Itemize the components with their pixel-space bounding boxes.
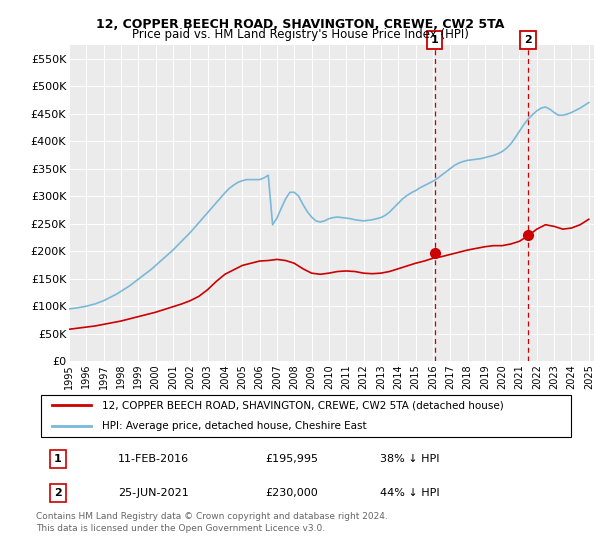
Text: 1: 1 [54, 454, 62, 464]
Text: HPI: Average price, detached house, Cheshire East: HPI: Average price, detached house, Ches… [101, 421, 366, 431]
Text: 11-FEB-2016: 11-FEB-2016 [118, 454, 189, 464]
FancyBboxPatch shape [41, 395, 571, 437]
Text: Contains HM Land Registry data © Crown copyright and database right 2024.
This d: Contains HM Land Registry data © Crown c… [36, 512, 388, 533]
Text: 44% ↓ HPI: 44% ↓ HPI [380, 488, 440, 498]
Text: 12, COPPER BEECH ROAD, SHAVINGTON, CREWE, CW2 5TA: 12, COPPER BEECH ROAD, SHAVINGTON, CREWE… [96, 18, 504, 31]
Text: 2: 2 [524, 35, 532, 45]
Text: £195,995: £195,995 [265, 454, 319, 464]
Text: 2: 2 [54, 488, 62, 498]
Text: 25-JUN-2021: 25-JUN-2021 [118, 488, 188, 498]
Text: £230,000: £230,000 [265, 488, 318, 498]
Text: Price paid vs. HM Land Registry's House Price Index (HPI): Price paid vs. HM Land Registry's House … [131, 28, 469, 41]
Text: 1: 1 [431, 35, 439, 45]
Text: 12, COPPER BEECH ROAD, SHAVINGTON, CREWE, CW2 5TA (detached house): 12, COPPER BEECH ROAD, SHAVINGTON, CREWE… [101, 400, 503, 410]
Text: 38% ↓ HPI: 38% ↓ HPI [380, 454, 439, 464]
